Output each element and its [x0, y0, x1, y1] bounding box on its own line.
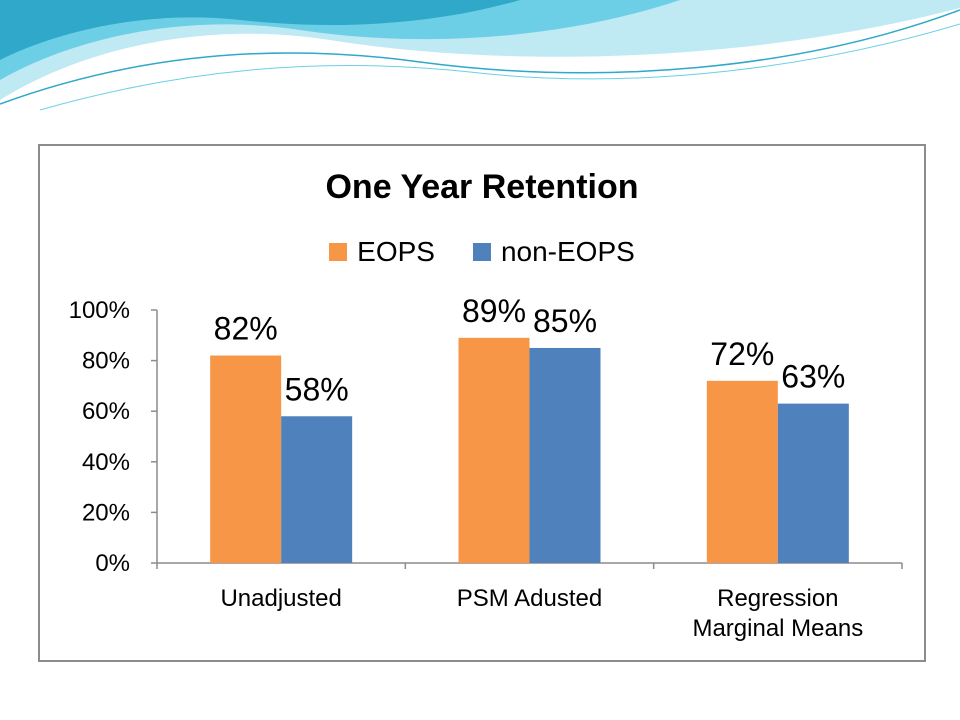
data-label-non-eops: 63%: [781, 359, 845, 395]
bar-eops: [458, 337, 530, 563]
bar-non-eops: [777, 403, 849, 563]
chart-title: One Year Retention: [325, 168, 639, 206]
y-tick-label: 40%: [82, 449, 130, 476]
x-category-label: Regression: [717, 585, 838, 612]
bar-eops: [210, 355, 282, 563]
y-tick-label: 60%: [82, 398, 130, 425]
legend-item-non-eops: non-EOPS: [472, 236, 635, 268]
bar-non-eops: [529, 347, 601, 563]
chart-legend: EOPS non-EOPS: [40, 236, 924, 268]
x-category-label: Unadjusted: [220, 585, 341, 612]
data-label-non-eops: 58%: [285, 371, 349, 407]
header-wave-decoration: [0, 0, 960, 111]
bar-non-eops: [281, 416, 353, 563]
x-category-label: Marginal Means: [692, 615, 863, 642]
data-label-non-eops: 85%: [533, 303, 597, 339]
bar-plot-area: 0% 20% 40% 60% 80% 100% 82%58% Unadjusted 89% 85%…: [69, 293, 903, 642]
y-tick-label: 0%: [95, 550, 130, 577]
data-label-eops: 82%: [214, 311, 278, 347]
legend-item-eops: EOPS: [329, 236, 435, 268]
y-tick-label: 80%: [82, 348, 130, 375]
bar-eops: [706, 380, 778, 563]
data-label-eops: 89%: [462, 293, 526, 329]
y-tick-label: 100%: [69, 297, 130, 324]
chart-container: One Year Retention EOPS non-EOPS 0% 20% 40…: [38, 144, 926, 662]
legend-swatch-non-eops: [472, 243, 491, 261]
x-category-label: PSM Adusted: [457, 585, 602, 612]
y-tick-label: 20%: [82, 499, 130, 526]
legend-swatch-eops: [329, 243, 348, 261]
data-label-eops: 72%: [710, 336, 774, 372]
legend-label-non-eops: non-EOPS: [500, 236, 635, 267]
legend-label-eops: EOPS: [357, 236, 435, 267]
